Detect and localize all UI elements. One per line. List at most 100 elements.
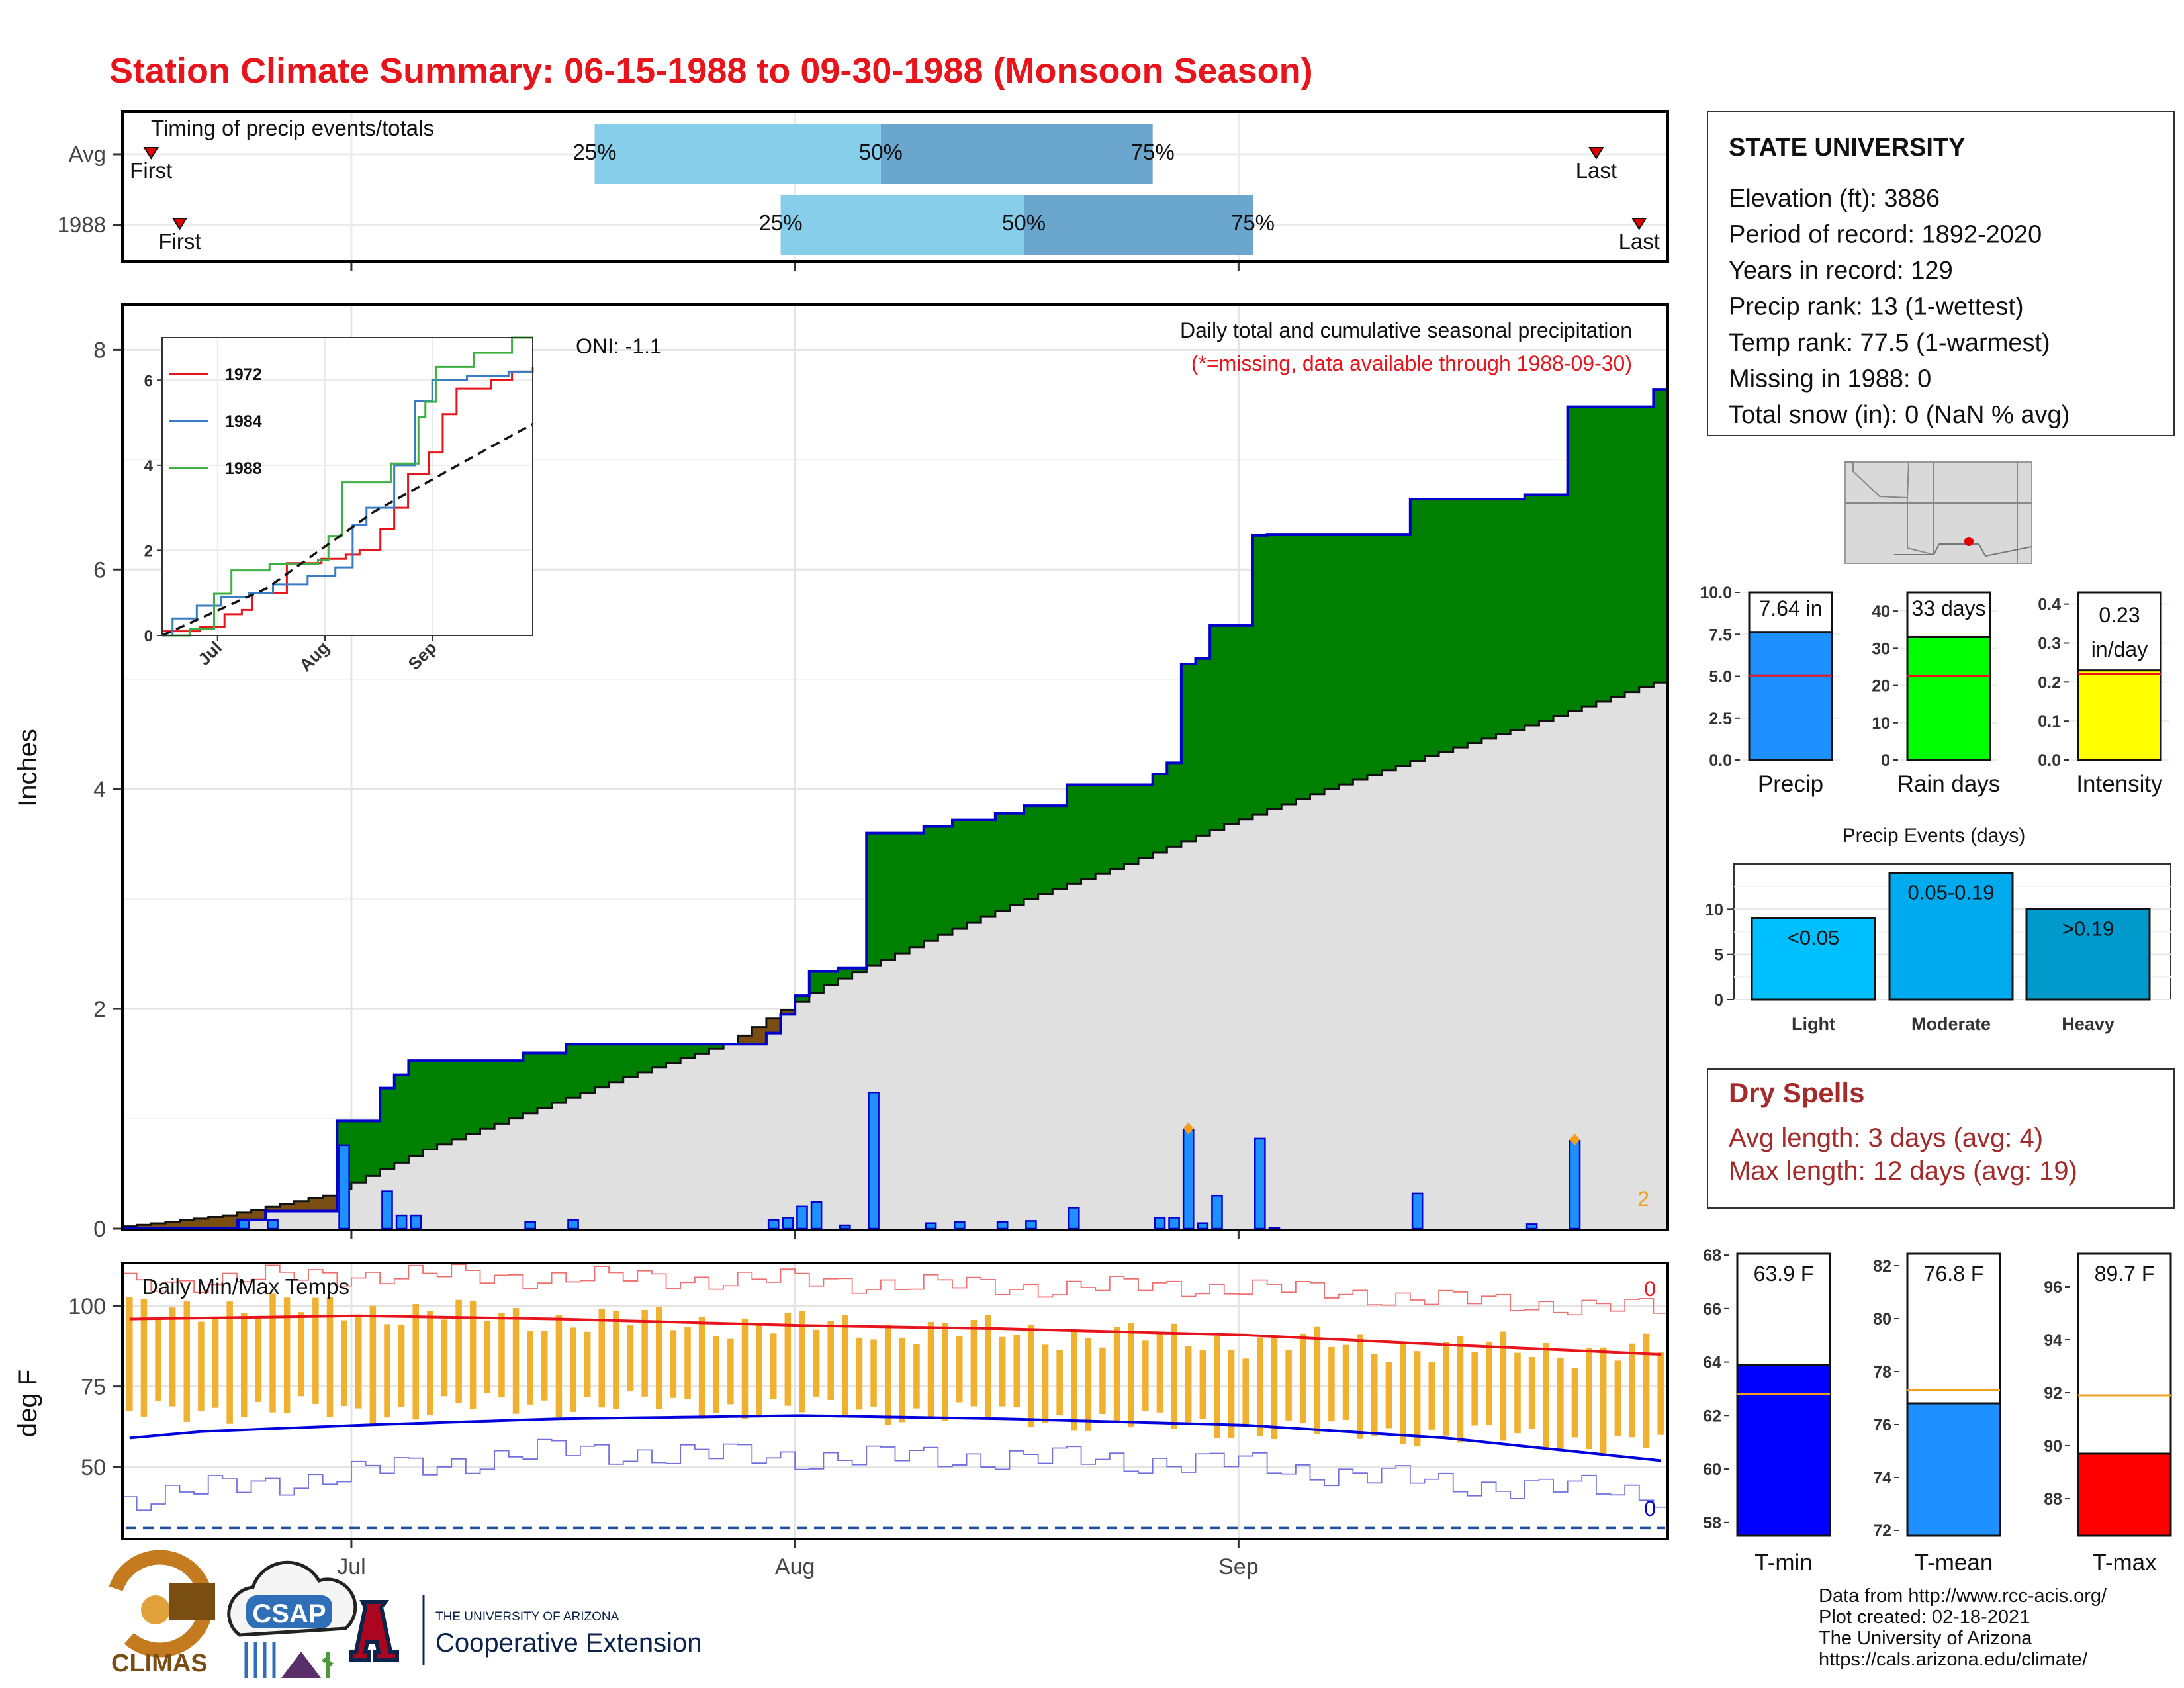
daily-temp-range-bar — [369, 1305, 377, 1426]
above-normal-band — [1610, 406, 1625, 697]
above-normal-band — [1424, 499, 1439, 757]
daily-temp-range-bar — [1528, 1357, 1535, 1429]
daily-temp-range-bar — [1171, 1323, 1177, 1430]
above-normal-band — [709, 1044, 724, 1049]
daily-temp-range-bar — [1271, 1337, 1278, 1439]
above-normal-band — [1081, 784, 1096, 879]
above-normal-band — [1038, 806, 1053, 894]
map-frame — [1844, 461, 2032, 564]
daily-temp-range-bar — [1199, 1350, 1206, 1419]
climas-wordmark: CLIMAS — [111, 1650, 208, 1677]
above-normal-band — [809, 971, 824, 994]
daily-temp-range-bar — [498, 1313, 505, 1398]
footer-line: The University of Arizona — [1819, 1628, 2032, 1649]
temp-bar-tick-label: 94 — [2044, 1331, 2062, 1350]
above-normal-band — [651, 1044, 667, 1068]
normal-high-line — [129, 1314, 1661, 1356]
daily-temp-range-bar — [956, 1336, 963, 1403]
summary-bar-label: Precip — [1758, 771, 1823, 797]
last-event-label: Last — [1619, 229, 1660, 254]
temp-x-tick-label: Sep — [1218, 1554, 1259, 1579]
temp-bar-value-label: 89.7 F — [2095, 1262, 2155, 1286]
precip-y-tick-label: 8 — [93, 338, 106, 363]
quartile-bar-25-50 — [594, 124, 881, 184]
daily-temp-range-bar — [1586, 1348, 1592, 1450]
precip-ylabel: Inches — [13, 729, 42, 807]
record-high-count: 0 — [1644, 1277, 1656, 1301]
daily-temp-range-bar — [1185, 1346, 1192, 1423]
record-low-count: 0 — [1644, 1497, 1656, 1521]
quartile-bar-50-75 — [880, 124, 1153, 184]
last-event-marker-icon — [1588, 147, 1604, 160]
temp-bar-label: T-mean — [1915, 1550, 1993, 1575]
summary-bar-value — [2077, 669, 2162, 761]
daily-temp-range-bar — [1643, 1333, 1650, 1448]
footer-credits: Data from http://www.rcc-acis.org/Plot c… — [1819, 1585, 2107, 1670]
events-category-label: Heavy — [2062, 1014, 2115, 1034]
daily-temp-range-bar — [827, 1321, 834, 1400]
climas-block — [169, 1583, 215, 1620]
summary-bar-precip: 0.0 2.5 5.0 7.5 10.0 7.64 in Precip — [1700, 584, 1840, 797]
temp-bar-label: T-min — [1754, 1550, 1813, 1575]
map-border — [1894, 543, 2032, 557]
daily-precip-bar — [1197, 1222, 1209, 1230]
above-normal-band — [880, 833, 896, 960]
daily-temp-range-bar — [1543, 1343, 1549, 1448]
temp-bar-tick-label: 74 — [1873, 1469, 1891, 1487]
daily-temp-range-bar — [770, 1333, 777, 1399]
summary-bar-tick-label: 0.4 — [2038, 596, 2061, 614]
ua-big-text: Cooperative Extension — [435, 1628, 702, 1658]
timing-frame — [121, 110, 1669, 263]
daily-temp-range-bar — [727, 1338, 734, 1405]
temp-bar-tick-label: 92 — [2044, 1384, 2062, 1403]
daily-precip-bar — [410, 1214, 422, 1230]
above-normal-band — [838, 968, 853, 979]
temp-y-tick-label: 100 — [68, 1294, 106, 1319]
daily-temp-range-bar — [1214, 1335, 1220, 1438]
temp-bar-tick-label: 88 — [2044, 1490, 2062, 1509]
timing-row-label: 1988 — [58, 212, 106, 237]
above-normal-band — [1052, 806, 1068, 889]
temp-bar-tick-label: 72 — [1873, 1522, 1891, 1540]
daily-temp-range-bar — [927, 1321, 934, 1419]
daily-temp-range-bar — [1414, 1351, 1421, 1447]
normal-low-line — [129, 1414, 1661, 1462]
above-normal-band — [795, 996, 810, 1002]
daily-temp-range-bar — [140, 1299, 148, 1417]
daily-temp-range-bar — [241, 1313, 248, 1417]
daily-temp-range-bar — [1299, 1333, 1306, 1423]
below-normal-band — [165, 1221, 181, 1229]
events-bar-heavy — [2025, 908, 2151, 1001]
inset-legend-label: 1984 — [225, 412, 262, 431]
station-box-frame — [1707, 111, 2175, 436]
above-normal-band — [465, 1060, 481, 1135]
above-normal-band — [494, 1060, 510, 1124]
daily-temp-range-bar — [541, 1331, 548, 1401]
daily-temp-range-bar — [784, 1313, 792, 1406]
above-normal-band — [437, 1060, 452, 1145]
above-normal-band — [365, 1121, 381, 1176]
above-normal-band — [408, 1060, 424, 1156]
daily-temp-range-bar — [1085, 1338, 1092, 1431]
timing-bars: Avg 25% 50% 75% First Last 1988 25% 50% 75% First L… — [58, 124, 1660, 255]
below-normal-band — [151, 1223, 166, 1229]
temp-plot-background — [124, 1264, 1666, 1538]
quartile-label-q25: 25% — [572, 140, 616, 164]
summary-bar-tick-label: 2.5 — [1709, 710, 1732, 728]
daily-temp-range-bar — [698, 1317, 705, 1419]
events-category-label: Light — [1792, 1014, 1835, 1034]
precip-panel-title: Daily total and cumulative seasonal prec… — [1180, 318, 1632, 342]
daily-precip-bar — [1268, 1227, 1281, 1230]
above-normal-band — [451, 1060, 467, 1139]
daily-temp-range-bar — [1028, 1325, 1034, 1427]
above-normal-band — [1181, 664, 1197, 841]
daily-temp-range-bar — [999, 1336, 1006, 1407]
above-normal-band — [923, 826, 938, 941]
logos: CLIMAS CSAP THE UNIVERSITY OF ARIZONA Co… — [109, 1550, 702, 1678]
daily-precip-bar — [1068, 1207, 1080, 1230]
above-normal-band — [523, 1053, 538, 1113]
precip-y-tick-label: 0 — [93, 1217, 106, 1242]
daily-temp-range-bar — [269, 1293, 276, 1413]
first-event-marker-icon — [143, 147, 159, 160]
daily-precip-bar — [953, 1221, 966, 1230]
